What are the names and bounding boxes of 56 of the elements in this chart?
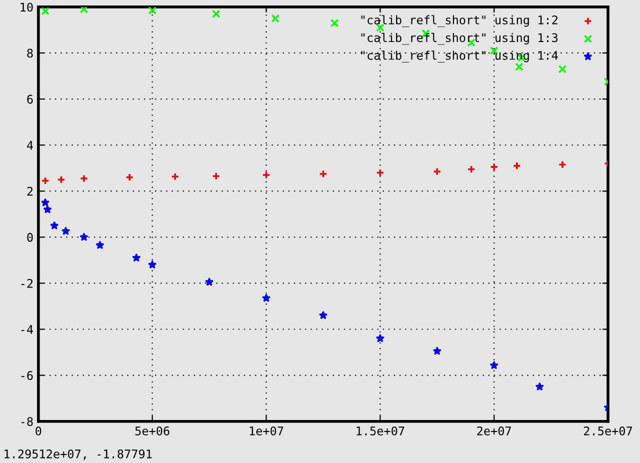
x-tick-label: 1e+07: [250, 426, 284, 436]
point: [57, 175, 66, 184]
point: [319, 170, 328, 178]
y-tick-label: -6: [21, 371, 33, 380]
point: [148, 260, 156, 268]
point: [319, 311, 328, 319]
point: [170, 172, 180, 181]
x-tick-label: 0: [36, 426, 42, 436]
point: [212, 10, 220, 18]
point: [467, 165, 476, 174]
point: [44, 205, 52, 214]
point: [125, 173, 134, 182]
y-tick-label: 10: [20, 2, 33, 12]
point: [330, 18, 339, 28]
legend-label: "calib_refl_short" using 1:3: [361, 32, 558, 45]
x-tick-label: 5e+06: [135, 426, 170, 436]
y-tick-label: 0: [27, 232, 33, 242]
point: [558, 160, 567, 169]
x-tick-label: 2.5e+07: [584, 426, 632, 436]
y-tick-label: -4: [21, 325, 33, 334]
point: [41, 176, 50, 185]
point: [432, 167, 442, 176]
point: [148, 6, 156, 15]
point: [536, 382, 544, 390]
legend-label: "calib_refl_short" using 1:2: [361, 15, 558, 28]
y-tick-label: 4: [27, 140, 33, 150]
point: [558, 64, 567, 74]
y-tick-label: 2: [27, 186, 33, 196]
point: [96, 241, 104, 249]
point: [62, 227, 70, 235]
point: [433, 346, 442, 355]
point: [490, 361, 498, 369]
point: [212, 172, 220, 180]
point: [376, 334, 384, 342]
point: [132, 254, 140, 262]
point: [262, 170, 270, 180]
point: [376, 168, 384, 177]
point: [41, 198, 50, 206]
point: [512, 162, 522, 170]
text: 1.29512e+07, -1.87791: [4, 449, 152, 460]
point: [80, 174, 88, 183]
y-tick-label: -8: [21, 417, 33, 426]
point: [514, 62, 524, 71]
x-tick-label: 1.5e+07: [356, 426, 404, 436]
y-tick-label: -2: [21, 278, 33, 288]
point: [271, 14, 280, 23]
y-tick-label: 8: [27, 48, 33, 58]
point: [50, 221, 58, 230]
point: [205, 278, 214, 286]
point: [490, 162, 498, 172]
point: [262, 294, 270, 302]
point: [80, 6, 88, 14]
point: [80, 232, 88, 241]
point: [41, 6, 50, 16]
x-tick-label: 2e+07: [477, 426, 511, 436]
y-tick-label: 6: [27, 94, 33, 104]
